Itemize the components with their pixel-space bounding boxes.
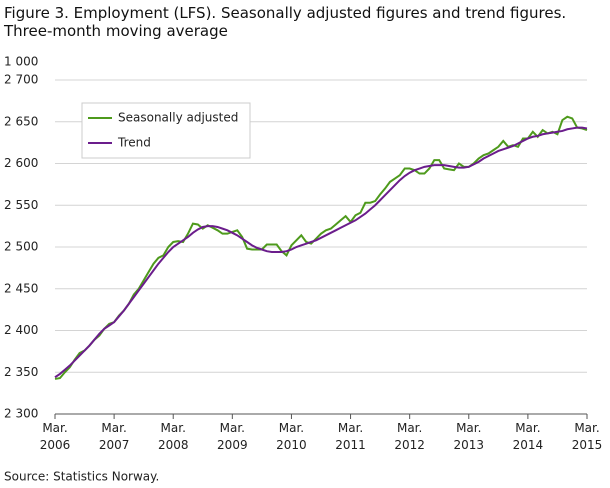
- y-tick-label: 2 350: [4, 365, 38, 379]
- y-tick-label: 2 700: [4, 73, 38, 87]
- x-tick-label: Mar. 2008: [157, 421, 189, 452]
- y-tick-label: 2 500: [4, 240, 38, 254]
- y-tick-label: 2 300: [4, 407, 38, 421]
- series-line: [54, 115, 588, 380]
- chart-subtitle: Three-month moving average: [4, 22, 228, 40]
- x-tick-label: Mar. 2010: [276, 421, 307, 452]
- x-tick-label: Mar. 2011: [335, 421, 366, 452]
- x-tick-label: Mar. 2013: [453, 421, 485, 452]
- x-tick-label: Mar. 2009: [217, 421, 248, 452]
- y-tick-label: 2 600: [4, 156, 38, 170]
- y-tick-label: 2 650: [4, 114, 38, 128]
- chart-title: Figure 3. Employment (LFS). Seasonally a…: [4, 4, 567, 22]
- source: Source: Statistics Norway.: [4, 470, 159, 484]
- x-tick-label: Mar. 2014: [512, 421, 544, 452]
- x-tick-label: Mar. 2007: [98, 421, 130, 452]
- x-tick-label: Mar. 2012: [394, 421, 425, 452]
- legend-label: Trend: [117, 136, 151, 150]
- legend-label: Seasonally adjusted: [118, 111, 238, 125]
- y-tick-label: 2 450: [4, 281, 38, 295]
- unit-label: 1 000: [4, 55, 38, 69]
- x-tick-label: Mar. 2015: [571, 421, 603, 452]
- y-tick-label: 2 400: [4, 323, 38, 337]
- y-tick-label: 2 550: [4, 198, 38, 212]
- x-tick-label: Mar. 2006: [39, 421, 71, 452]
- series-line: [54, 126, 588, 379]
- legend-box: [81, 102, 251, 159]
